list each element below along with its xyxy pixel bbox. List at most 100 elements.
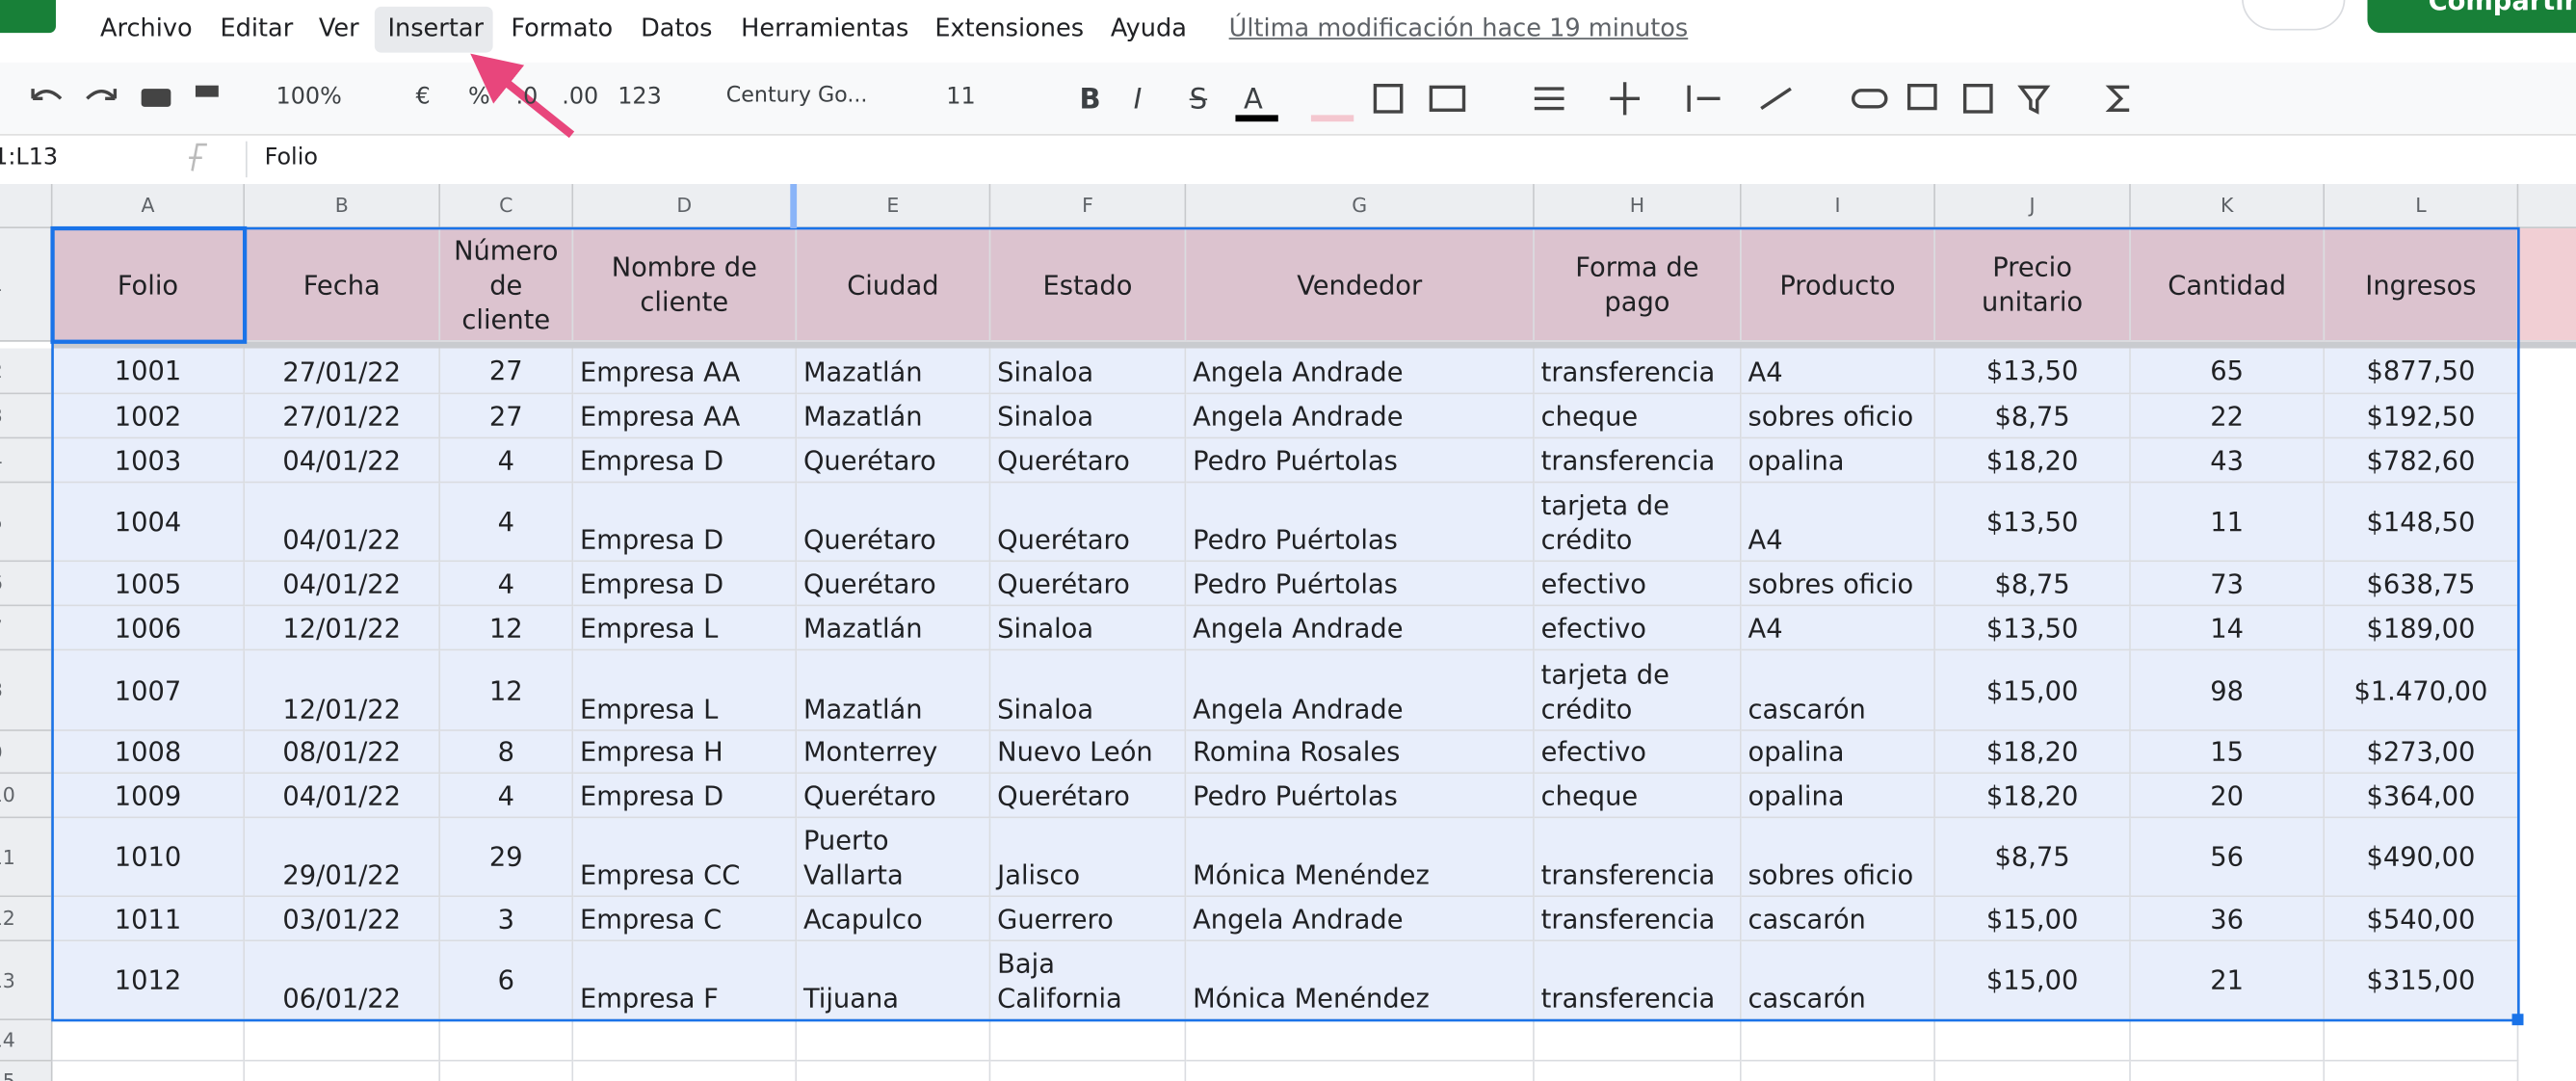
chart-icon[interactable]: [1962, 83, 1993, 114]
cell[interactable]: Empresa D: [573, 483, 798, 563]
cell[interactable]: [1934, 1020, 2131, 1062]
cell[interactable]: [1741, 1020, 1935, 1062]
cell[interactable]: Pedro Puértolas: [1186, 483, 1535, 563]
cell[interactable]: $8,75: [1934, 562, 2131, 607]
cell[interactable]: 21: [2130, 941, 2326, 1021]
row-header[interactable]: 9: [0, 730, 53, 775]
cell[interactable]: sobres oficio: [1741, 818, 1935, 898]
cell[interactable]: [2325, 1061, 2519, 1081]
cell[interactable]: sobres oficio: [1741, 562, 1935, 607]
cell[interactable]: $18,20: [1934, 438, 2131, 484]
cell[interactable]: [440, 1061, 574, 1081]
cell[interactable]: A4: [1741, 606, 1935, 651]
cell[interactable]: 1010: [52, 818, 246, 898]
cell[interactable]: Ciudad: [797, 228, 991, 342]
filter-icon[interactable]: [2017, 85, 2051, 115]
row-header[interactable]: 12: [0, 897, 53, 942]
cell[interactable]: $364,00: [2325, 774, 2519, 819]
column-header[interactable]: I: [1741, 184, 1935, 229]
cell[interactable]: $13,50: [1934, 483, 2131, 563]
cell[interactable]: $148,50: [2325, 483, 2519, 563]
row-header[interactable]: 10: [0, 774, 53, 819]
cell[interactable]: Jalisco: [990, 818, 1187, 898]
cell[interactable]: Sinaloa: [990, 394, 1187, 439]
cell[interactable]: 1012: [52, 941, 246, 1021]
column-header[interactable]: E: [797, 184, 991, 229]
cell[interactable]: [1534, 1061, 1742, 1081]
toolbar-increase-decimals[interactable]: .00: [562, 83, 599, 111]
cell[interactable]: Vendedor: [1186, 228, 1535, 342]
cell[interactable]: Baja California: [990, 941, 1187, 1021]
menu-item[interactable]: Extensiones: [934, 13, 1085, 43]
cell[interactable]: 22: [2130, 394, 2326, 439]
cell[interactable]: Producto: [1741, 228, 1935, 342]
cell[interactable]: Nombre de cliente: [573, 228, 798, 342]
row-header[interactable]: 7: [0, 606, 53, 651]
cell[interactable]: 1009: [52, 774, 246, 819]
cell[interactable]: [245, 1020, 441, 1062]
cell[interactable]: 27: [440, 394, 574, 439]
cell[interactable]: Querétaro: [797, 562, 991, 607]
cell[interactable]: 1011: [52, 897, 246, 942]
cell[interactable]: $18,20: [1934, 774, 2131, 819]
cell[interactable]: Angela Andrade: [1186, 348, 1535, 395]
cell[interactable]: [797, 1020, 991, 1062]
column-header[interactable]: A: [52, 184, 246, 229]
last-modified[interactable]: Última modificación hace 19 minutos: [1228, 13, 1689, 43]
present-button[interactable]: [2242, 0, 2346, 31]
cell[interactable]: Sinaloa: [990, 606, 1187, 651]
cell[interactable]: Querétaro: [797, 774, 991, 819]
cell[interactable]: [797, 1061, 991, 1081]
cell[interactable]: Forma de pago: [1534, 228, 1742, 342]
cell[interactable]: $273,00: [2325, 730, 2519, 775]
cell[interactable]: Acapulco: [797, 897, 991, 942]
cell[interactable]: $8,75: [1934, 818, 2131, 898]
cell[interactable]: $189,00: [2325, 606, 2519, 651]
cell[interactable]: 4: [440, 483, 574, 563]
cell[interactable]: $13,50: [1934, 348, 2131, 395]
column-header[interactable]: G: [1186, 184, 1535, 229]
cell[interactable]: 04/01/22: [245, 562, 441, 607]
cell[interactable]: $1.470,00: [2325, 650, 2519, 731]
cell[interactable]: [245, 1061, 441, 1081]
align-icon[interactable]: [1534, 87, 1564, 111]
cell[interactable]: $540,00: [2325, 897, 2519, 942]
cell[interactable]: $15,00: [1934, 941, 2131, 1021]
row-header[interactable]: 8: [0, 650, 53, 731]
cell[interactable]: 06/01/22: [245, 941, 441, 1021]
cell[interactable]: [440, 1020, 574, 1062]
cell[interactable]: Empresa D: [573, 562, 798, 607]
row-header[interactable]: 11: [0, 818, 53, 898]
cell[interactable]: cascarón: [1741, 897, 1935, 942]
toolbar-zoom[interactable]: 100%: [276, 83, 342, 111]
toolbar-italic[interactable]: I: [1133, 83, 1143, 118]
borders-icon[interactable]: [1373, 83, 1404, 114]
cell[interactable]: Mónica Menéndez: [1186, 941, 1535, 1021]
cell[interactable]: Empresa L: [573, 606, 798, 651]
cell[interactable]: Angela Andrade: [1186, 650, 1535, 731]
cell[interactable]: Empresa C: [573, 897, 798, 942]
toolbar-more-formats[interactable]: 123: [618, 83, 662, 111]
cell[interactable]: [2130, 1061, 2326, 1081]
row-header[interactable]: 6: [0, 562, 53, 607]
cell[interactable]: Puerto Vallarta: [797, 818, 991, 898]
redo-icon[interactable]: [86, 89, 118, 101]
cell[interactable]: [1534, 1020, 1742, 1062]
share-button[interactable]: Compartir: [2428, 0, 2576, 17]
cell[interactable]: cheque: [1534, 774, 1742, 819]
cell[interactable]: 3: [440, 897, 574, 942]
functions-icon[interactable]: [2105, 85, 2130, 112]
cell[interactable]: $490,00: [2325, 818, 2519, 898]
paint-format-icon[interactable]: [195, 85, 219, 97]
cell[interactable]: transferencia: [1534, 818, 1742, 898]
toolbar-percent[interactable]: %: [468, 83, 490, 111]
cell[interactable]: 29: [440, 818, 574, 898]
cell[interactable]: Romina Rosales: [1186, 730, 1535, 775]
cell[interactable]: [2130, 1020, 2326, 1062]
cell[interactable]: $15,00: [1934, 897, 2131, 942]
cell[interactable]: 43: [2130, 438, 2326, 484]
cell[interactable]: Número de cliente: [440, 228, 574, 342]
cell[interactable]: sobres oficio: [1741, 394, 1935, 439]
cell[interactable]: Nuevo León: [990, 730, 1187, 775]
cell[interactable]: Pedro Puértolas: [1186, 774, 1535, 819]
